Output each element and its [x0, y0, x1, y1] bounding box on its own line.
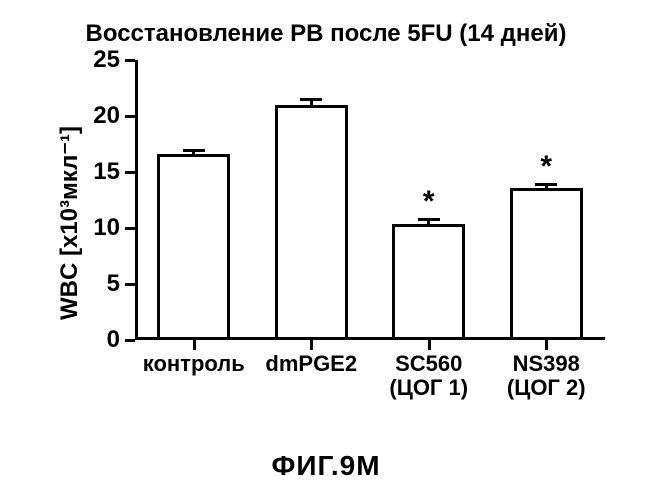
plot-area: 0510152025контрольdmPGE2*SC560 (ЦОГ 1)*N…: [135, 60, 605, 340]
y-tick-label: 15: [80, 158, 120, 186]
bar: [510, 188, 583, 340]
y-tick: [125, 339, 135, 342]
x-tick-label: контроль: [135, 352, 253, 376]
y-tick: [125, 171, 135, 174]
x-tick-label: dmPGE2: [253, 352, 371, 376]
y-tick: [125, 227, 135, 230]
x-tick: [193, 340, 196, 350]
y-tick-label: 20: [80, 102, 120, 130]
figure-9m: Восстановление PB после 5FU (14 дней) WB…: [0, 0, 652, 500]
bar: [157, 154, 230, 340]
x-tick: [428, 340, 431, 350]
y-tick-label: 5: [80, 270, 120, 298]
y-tick-label: 0: [80, 326, 120, 354]
error-cap: [183, 149, 205, 152]
x-tick: [310, 340, 313, 350]
bar: [392, 224, 465, 340]
figure-caption: ФИГ.9M: [0, 450, 652, 482]
y-tick: [125, 115, 135, 118]
y-tick: [125, 283, 135, 286]
y-tick-label: 25: [80, 46, 120, 74]
y-tick-label: 10: [80, 214, 120, 242]
x-tick-label: SC560 (ЦОГ 1): [370, 352, 488, 400]
error-cap: [300, 98, 322, 101]
significance-marker: *: [414, 185, 444, 219]
x-tick: [545, 340, 548, 350]
y-axis: [135, 60, 138, 340]
x-tick-label: NS398 (ЦОГ 2): [488, 352, 606, 400]
y-tick: [125, 59, 135, 62]
chart-title: Восстановление PB после 5FU (14 дней): [0, 20, 652, 48]
bar: [275, 105, 348, 340]
significance-marker: *: [531, 150, 561, 184]
